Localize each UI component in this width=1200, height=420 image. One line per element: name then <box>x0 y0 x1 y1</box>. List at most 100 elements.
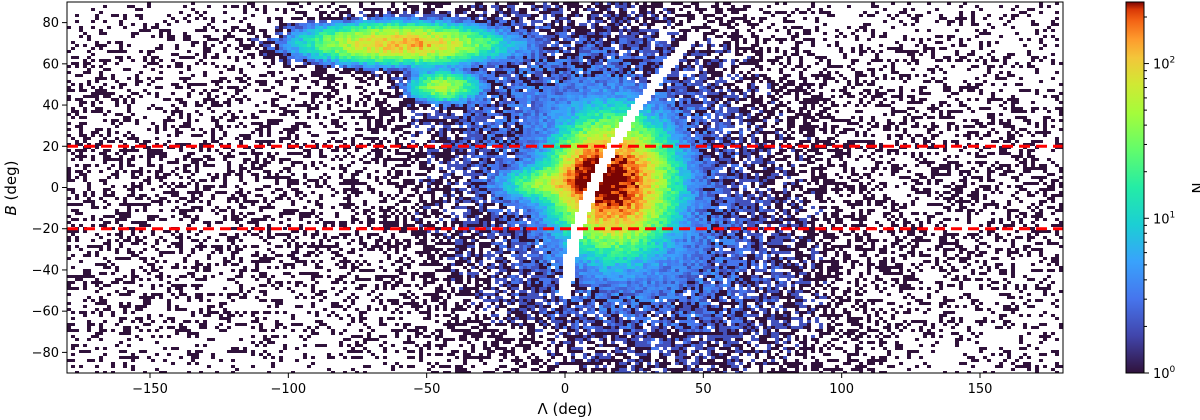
heatmap-cell <box>967 89 971 92</box>
heatmap-cell <box>439 107 443 110</box>
heatmap-cell <box>79 89 83 92</box>
heatmap-cell <box>547 59 551 62</box>
heatmap-cell <box>583 29 587 32</box>
heatmap-cell <box>147 50 151 53</box>
heatmap-cell <box>811 104 815 107</box>
heatmap-cell <box>295 11 299 14</box>
heatmap-cell <box>435 62 439 65</box>
heatmap-cell <box>187 113 191 116</box>
heatmap-cell <box>311 26 315 29</box>
heatmap-cell <box>715 110 719 113</box>
heatmap-cell <box>791 80 795 83</box>
heatmap-cell <box>443 2 447 5</box>
heatmap-cell <box>711 71 715 74</box>
heatmap-cell <box>659 5 663 8</box>
heatmap-cell <box>627 5 631 8</box>
heatmap-cell <box>843 89 847 92</box>
heatmap-cell <box>359 41 363 44</box>
heatmap-cell <box>447 113 451 116</box>
heatmap-cell <box>947 113 951 116</box>
heatmap-cell <box>667 17 671 20</box>
heatmap-cell <box>475 56 479 59</box>
heatmap-cell <box>83 59 87 62</box>
heatmap-cell <box>351 32 355 35</box>
heatmap-cell <box>875 95 879 98</box>
heatmap-cell <box>611 110 615 113</box>
heatmap-cell <box>839 89 843 92</box>
heatmap-cell <box>671 26 675 29</box>
heatmap-cell <box>363 95 367 98</box>
heatmap-cell <box>399 71 403 74</box>
heatmap-cell <box>571 110 575 113</box>
heatmap-cell <box>543 17 547 20</box>
heatmap-cell <box>499 11 503 14</box>
heatmap-cell <box>311 56 315 59</box>
heatmap-cell <box>751 80 755 83</box>
heatmap-cell <box>399 26 403 29</box>
heatmap-cell <box>423 29 427 32</box>
heatmap-cell <box>431 83 435 86</box>
heatmap-cell <box>435 110 439 113</box>
heatmap-cell <box>667 116 671 119</box>
heatmap-cell <box>447 38 451 41</box>
heatmap-cell <box>643 62 647 65</box>
heatmap-cell <box>875 5 879 8</box>
heatmap-cell <box>655 20 659 23</box>
heatmap-cell <box>527 83 531 86</box>
heatmap-cell <box>187 83 191 86</box>
heatmap-cell <box>75 65 79 68</box>
heatmap-cell <box>591 50 595 53</box>
heatmap-cell <box>539 68 543 71</box>
heatmap-cell <box>647 65 651 68</box>
heatmap-cell <box>607 62 611 65</box>
heatmap-cell <box>451 56 455 59</box>
heatmap-cell <box>587 44 591 47</box>
heatmap-cell <box>683 98 687 101</box>
heatmap-cell <box>971 110 975 113</box>
heatmap-cell <box>799 86 803 89</box>
heatmap-cell <box>251 65 255 68</box>
heatmap-cell <box>751 107 755 110</box>
heatmap-cell <box>755 89 759 92</box>
heatmap-cell <box>183 56 187 59</box>
heatmap-cell <box>771 80 775 83</box>
heatmap-cell <box>283 110 287 113</box>
heatmap-cell <box>695 74 699 77</box>
heatmap-cell <box>567 83 571 86</box>
heatmap-cell <box>1023 11 1027 14</box>
heatmap-cell <box>1059 101 1063 104</box>
heatmap-cell <box>395 107 399 110</box>
heatmap-cell <box>271 98 275 101</box>
heatmap-cell <box>771 35 775 38</box>
heatmap-cell <box>599 11 603 14</box>
heatmap-cell <box>639 5 643 8</box>
heatmap-cell <box>595 110 599 113</box>
heatmap-cell <box>487 44 491 47</box>
heatmap-cell <box>999 5 1003 8</box>
heatmap-cell <box>395 83 399 86</box>
heatmap-cell <box>707 47 711 50</box>
heatmap-cell <box>347 110 351 113</box>
heatmap-cell <box>419 32 423 35</box>
heatmap-cell <box>523 38 527 41</box>
heatmap-cell <box>475 59 479 62</box>
heatmap-cell <box>547 47 551 50</box>
heatmap-cell <box>447 11 451 14</box>
heatmap-cell <box>931 50 935 53</box>
heatmap-cell <box>447 101 451 104</box>
heatmap-cell <box>603 20 607 23</box>
heatmap-cell <box>487 20 491 23</box>
heatmap-cell <box>327 107 331 110</box>
heatmap-cell <box>655 92 659 95</box>
heatmap-cell <box>431 56 435 59</box>
heatmap-cell <box>451 38 455 41</box>
heatmap-cell <box>919 101 923 104</box>
heatmap-cell <box>487 56 491 59</box>
heatmap-cell <box>555 95 559 98</box>
heatmap-cell <box>339 71 343 74</box>
heatmap-cell <box>567 95 571 98</box>
heatmap-cell <box>883 8 887 11</box>
heatmap-cell <box>187 14 191 17</box>
heatmap-cell <box>871 116 875 119</box>
heatmap-cell <box>531 116 535 119</box>
